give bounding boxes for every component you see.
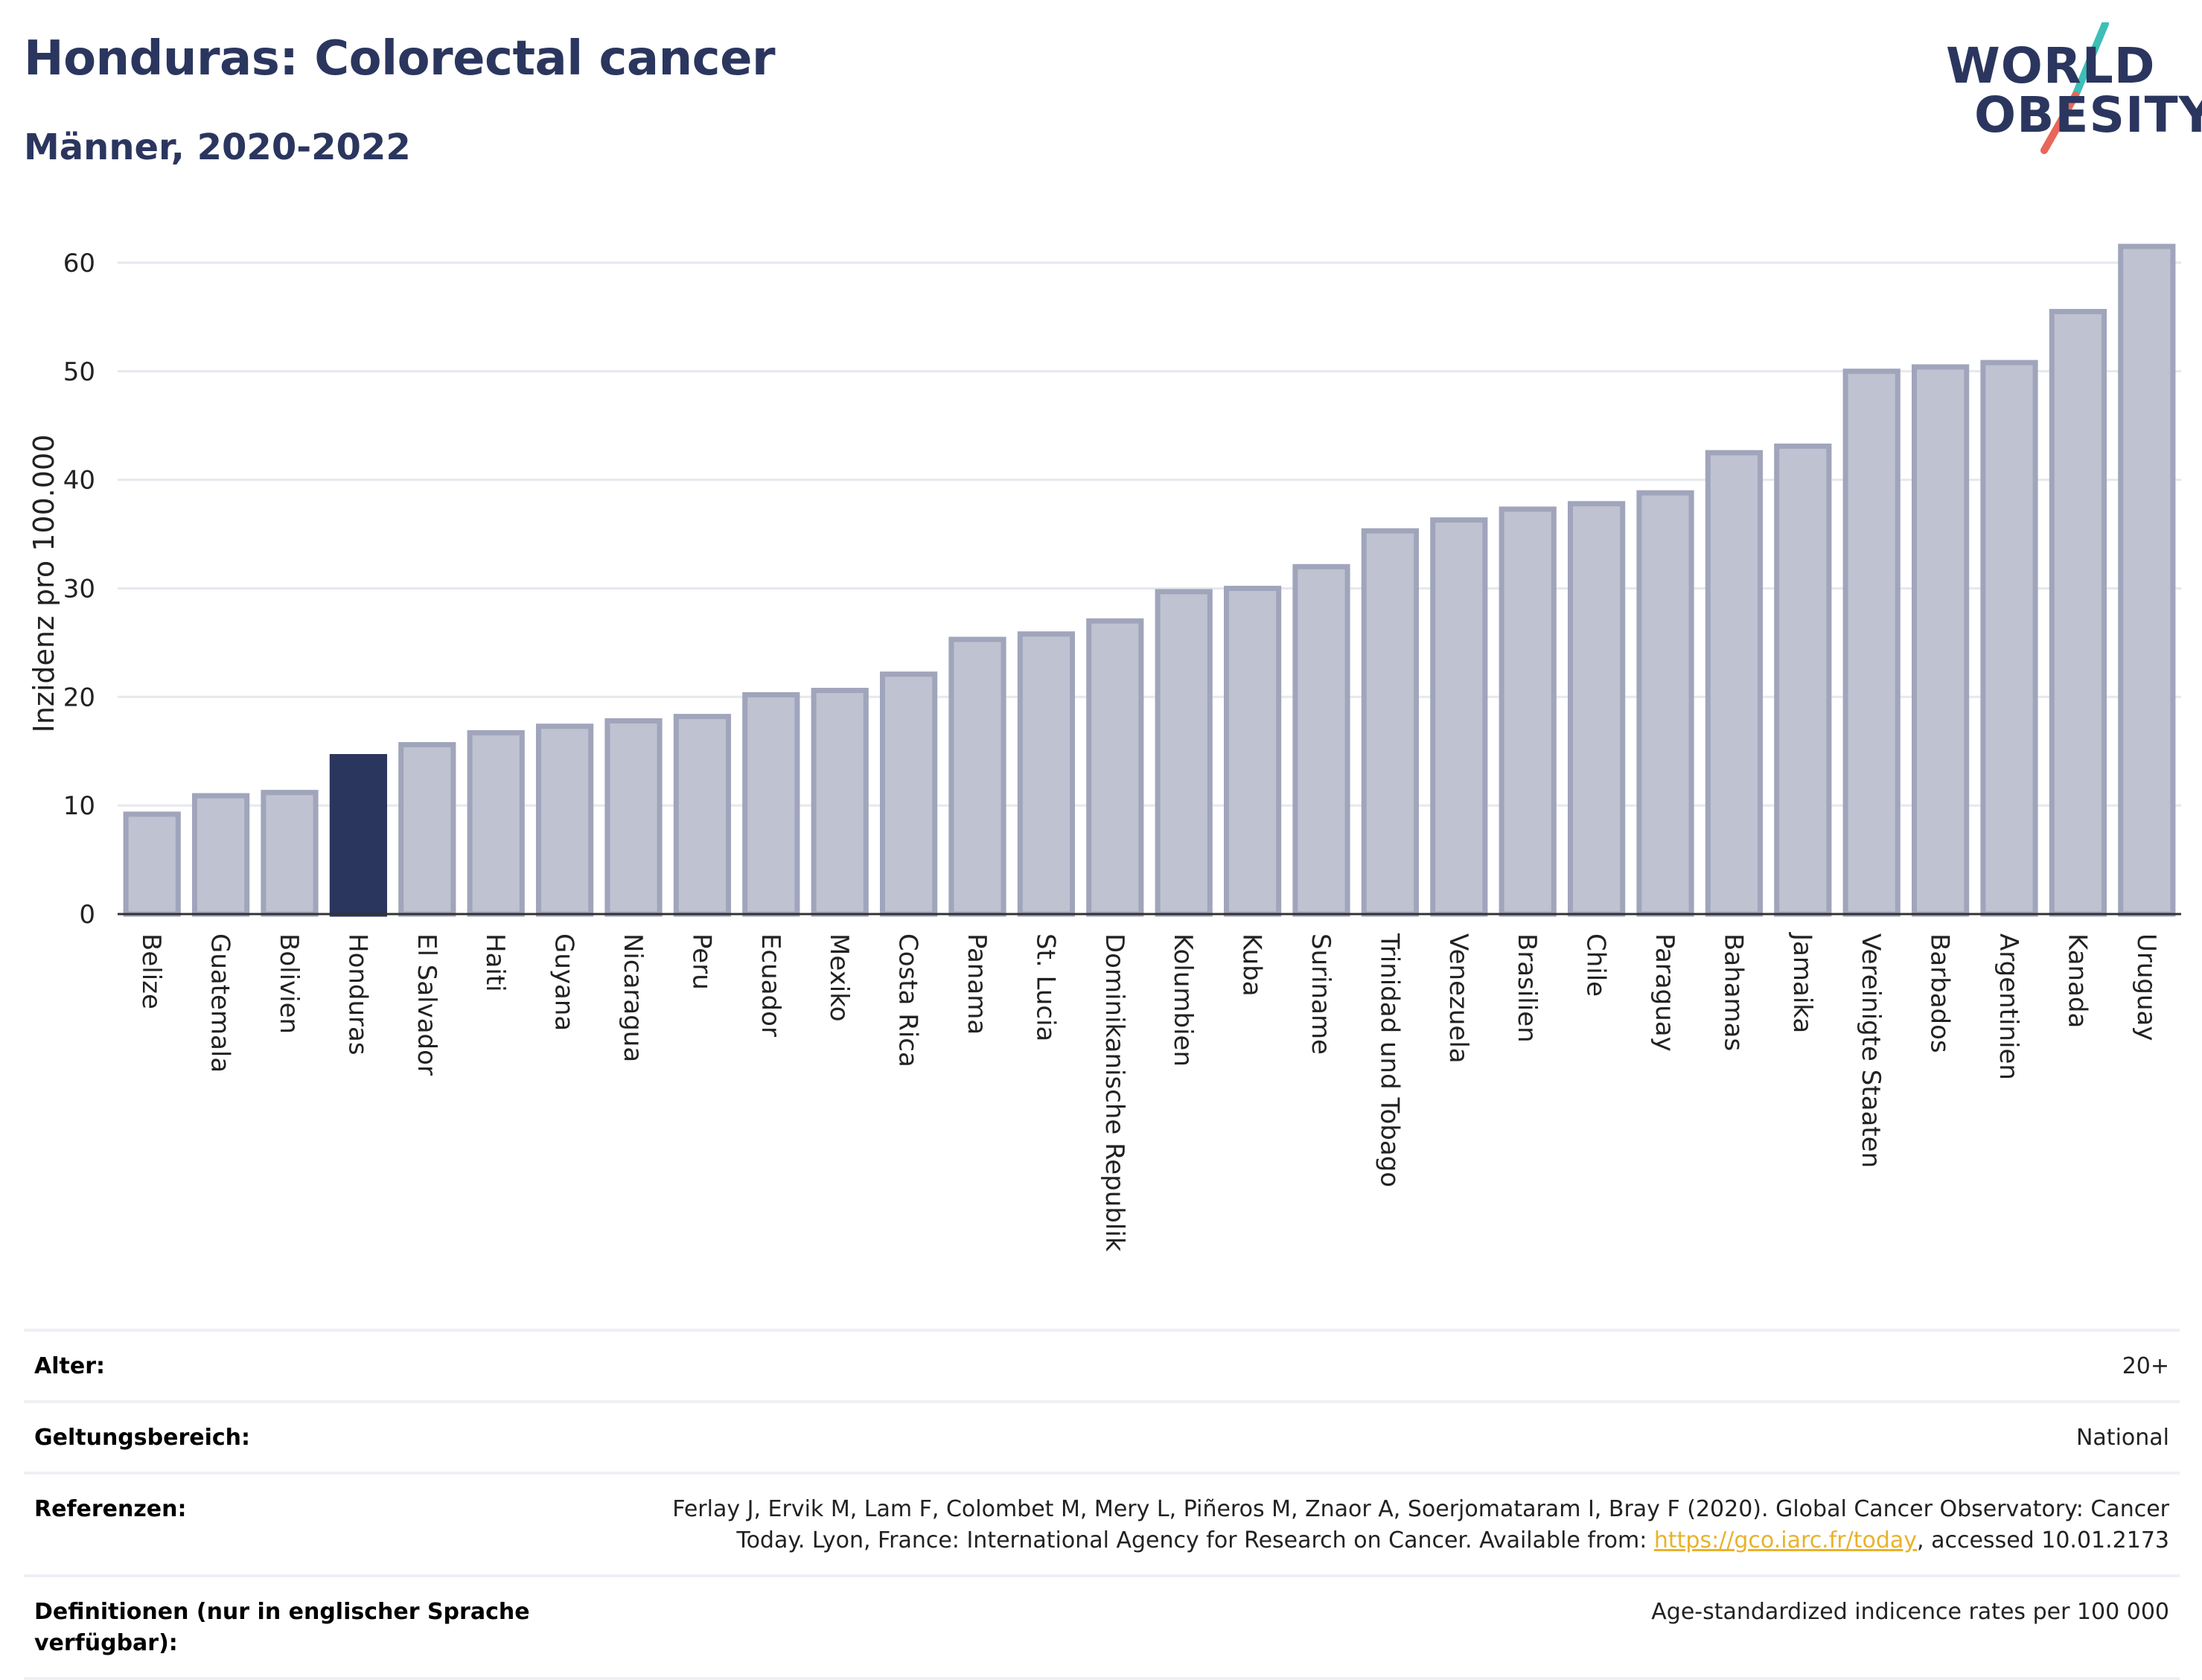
x-tick-label: Belize bbox=[136, 933, 166, 1009]
x-tick-label: Brasilien bbox=[1512, 933, 1542, 1043]
bar bbox=[1980, 360, 2038, 917]
bar bbox=[191, 793, 250, 917]
x-tick-label: Kolumbien bbox=[1168, 933, 1198, 1067]
meta-row-scope: Geltungsbereich: National bbox=[24, 1400, 2180, 1472]
x-tick-label: Vereinigte Staaten bbox=[1856, 933, 1886, 1168]
bar bbox=[1567, 501, 1626, 917]
y-tick-label: 20 bbox=[63, 683, 95, 712]
y-tick-label: 40 bbox=[63, 466, 95, 496]
x-tick-label: Bahamas bbox=[1718, 933, 1748, 1051]
x-tick-label: Guyana bbox=[549, 933, 579, 1031]
y-tick-label: 60 bbox=[63, 249, 95, 278]
meta-row-age: Alter: 20+ bbox=[24, 1329, 2180, 1400]
x-tick-label: Kuba bbox=[1237, 933, 1267, 997]
y-tick-label: 50 bbox=[63, 357, 95, 387]
x-tick-label: Mexiko bbox=[824, 933, 854, 1022]
meta-value-scope: National bbox=[2075, 1425, 2169, 1451]
metadata-table: Alter: 20+ Geltungsbereich: National Ref… bbox=[24, 1329, 2180, 1680]
bar bbox=[467, 729, 525, 917]
bar bbox=[2118, 243, 2176, 917]
bar bbox=[1636, 490, 1694, 917]
bar bbox=[742, 692, 800, 917]
bar bbox=[535, 724, 594, 917]
page-title: Honduras: Colorectal cancer bbox=[24, 31, 776, 86]
x-tick-label: Bolivien bbox=[274, 933, 304, 1034]
x-tick-label: El Salvador bbox=[412, 933, 441, 1076]
x-tick-label: Honduras bbox=[342, 933, 372, 1055]
x-tick-label: Argentinien bbox=[1994, 933, 2023, 1080]
x-tick-label: Dominikanische Republik bbox=[1100, 933, 1129, 1252]
x-tick-label: Ecuador bbox=[756, 933, 785, 1037]
page-subtitle: Männer, 2020-2022 bbox=[24, 127, 411, 168]
bar bbox=[261, 790, 319, 917]
meta-label-definitions: Definitionen (nur in englischer Sprache … bbox=[34, 1599, 530, 1656]
meta-label-age: Alter: bbox=[34, 1353, 105, 1379]
bar bbox=[1430, 517, 1488, 917]
bar bbox=[1499, 506, 1557, 917]
x-tick-label: Kanada bbox=[2062, 933, 2092, 1028]
y-tick-label: 10 bbox=[63, 791, 95, 821]
bar bbox=[1842, 368, 1901, 917]
bar bbox=[329, 754, 388, 917]
meta-label-scope: Geltungsbereich: bbox=[34, 1425, 251, 1451]
x-tick-label: Panama bbox=[962, 933, 992, 1035]
bar bbox=[604, 718, 663, 917]
x-tick-label: St. Lucia bbox=[1030, 933, 1060, 1041]
bar bbox=[1155, 589, 1213, 917]
bar bbox=[123, 811, 181, 917]
meta-row-definitions: Definitionen (nur in englischer Sprache … bbox=[24, 1574, 2180, 1680]
bar bbox=[879, 671, 938, 917]
x-tick-label: Suriname bbox=[1306, 933, 1335, 1055]
bar bbox=[1017, 631, 1076, 917]
bar-chart: 0 10 20 30 40 50 60 Inzidenz pro 100.000 Belize G… bbox=[28, 243, 2181, 1252]
x-tick-label: Peru bbox=[686, 933, 716, 990]
bar bbox=[1911, 364, 1970, 917]
bar bbox=[811, 688, 869, 917]
bar bbox=[1705, 450, 1764, 917]
x-tick-label: Venezuela bbox=[1443, 933, 1473, 1064]
bar bbox=[1774, 443, 1832, 917]
meta-label-references: Referenzen: bbox=[34, 1496, 187, 1522]
logo-slash-icon bbox=[2040, 22, 2109, 154]
bar bbox=[1223, 585, 1282, 917]
x-tick-label: Uruguay bbox=[2131, 933, 2161, 1041]
x-tick-label: Trinidad und Tobago bbox=[1374, 933, 1404, 1187]
bar bbox=[1361, 528, 1420, 917]
reference-link[interactable]: https://gco.iarc.fr/today bbox=[1653, 1527, 1918, 1553]
y-tick-label: 30 bbox=[63, 574, 95, 604]
bar bbox=[1086, 618, 1144, 917]
x-tick-label: Paraguay bbox=[1650, 933, 1679, 1052]
meta-value-age: 20+ bbox=[2122, 1353, 2169, 1379]
x-tick-label: Nicaragua bbox=[618, 933, 648, 1062]
x-tick-label: Costa Rica bbox=[893, 933, 923, 1067]
y-tick-label: 0 bbox=[79, 900, 95, 930]
world-obesity-logo: WORLD OBESITY bbox=[1935, 22, 2202, 156]
reference-text: Ferlay J, Ervik M, Lam F, Colombet M, Me… bbox=[672, 1496, 2169, 1553]
y-axis-label: Inzidenz pro 100.000 bbox=[28, 435, 60, 733]
meta-row-references: Referenzen: Ferlay J, Ervik M, Lam F, Co… bbox=[24, 1472, 2180, 1574]
bar bbox=[673, 714, 732, 917]
bar bbox=[2049, 309, 2107, 917]
x-tick-label: Guatemala bbox=[205, 933, 235, 1073]
bar bbox=[948, 636, 1006, 917]
x-tick-label: Barbados bbox=[1925, 933, 1955, 1053]
bar bbox=[1292, 563, 1350, 917]
meta-value-definitions: Age-standardized indicence rates per 100… bbox=[1651, 1599, 2169, 1625]
reference-accessed: , accessed 10.01.2173 bbox=[1917, 1527, 2169, 1553]
x-tick-label: Chile bbox=[1581, 933, 1611, 997]
logo-line1: WORLD bbox=[1946, 37, 2156, 95]
meta-value-references: Ferlay J, Ervik M, Lam F, Colombet M, Me… bbox=[606, 1494, 2169, 1556]
bar bbox=[398, 741, 456, 917]
x-tick-label: Jamaika bbox=[1787, 932, 1817, 1033]
logo-line2: OBESITY bbox=[1974, 86, 2202, 144]
x-tick-label: Haiti bbox=[480, 933, 510, 992]
